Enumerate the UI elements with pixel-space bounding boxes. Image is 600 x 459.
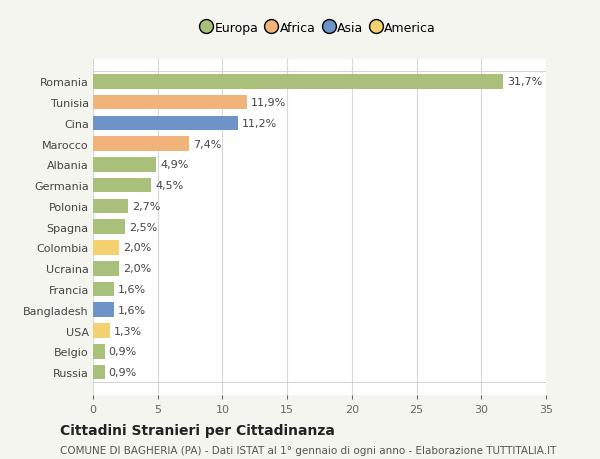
Text: 31,7%: 31,7% <box>507 77 542 87</box>
Text: 4,5%: 4,5% <box>155 181 184 191</box>
Bar <box>93 137 189 151</box>
Bar <box>93 303 114 317</box>
Text: 7,4%: 7,4% <box>193 140 221 149</box>
Text: 2,0%: 2,0% <box>123 263 151 274</box>
Text: 2,7%: 2,7% <box>132 202 160 212</box>
Text: 0,9%: 0,9% <box>109 367 137 377</box>
Bar <box>93 220 125 235</box>
Text: 11,9%: 11,9% <box>251 98 286 108</box>
Text: 11,2%: 11,2% <box>242 118 277 129</box>
Bar <box>93 344 104 359</box>
Bar <box>93 179 151 193</box>
Bar <box>93 158 157 172</box>
Text: 4,9%: 4,9% <box>160 160 188 170</box>
Text: 2,5%: 2,5% <box>129 222 157 232</box>
Text: Cittadini Stranieri per Cittadinanza: Cittadini Stranieri per Cittadinanza <box>60 423 335 437</box>
Bar <box>93 199 128 214</box>
Bar <box>93 324 110 338</box>
Bar <box>93 282 114 297</box>
Text: 1,6%: 1,6% <box>118 305 146 315</box>
Text: 2,0%: 2,0% <box>123 243 151 253</box>
Bar <box>93 75 503 90</box>
Bar <box>93 116 238 131</box>
Text: 1,3%: 1,3% <box>114 326 142 336</box>
Text: 1,6%: 1,6% <box>118 285 146 294</box>
Bar <box>93 365 104 380</box>
Text: COMUNE DI BAGHERIA (PA) - Dati ISTAT al 1° gennaio di ogni anno - Elaborazione T: COMUNE DI BAGHERIA (PA) - Dati ISTAT al … <box>60 446 556 455</box>
Bar <box>93 95 247 110</box>
Bar <box>93 261 119 276</box>
Legend: Europa, Africa, Asia, America: Europa, Africa, Asia, America <box>203 22 436 35</box>
Text: 0,9%: 0,9% <box>109 347 137 357</box>
Bar <box>93 241 119 255</box>
